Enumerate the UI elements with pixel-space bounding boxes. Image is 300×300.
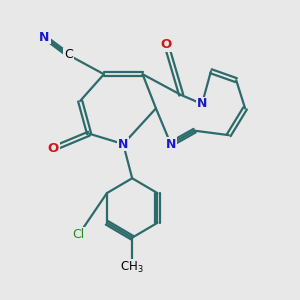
Text: N: N	[166, 138, 176, 151]
Text: Cl: Cl	[73, 228, 85, 241]
Text: C: C	[64, 48, 73, 62]
Text: N: N	[197, 98, 207, 110]
Text: CH$_3$: CH$_3$	[120, 260, 144, 275]
Text: N: N	[39, 31, 50, 44]
Text: O: O	[161, 38, 172, 51]
Text: O: O	[48, 142, 59, 155]
Text: N: N	[118, 138, 128, 151]
